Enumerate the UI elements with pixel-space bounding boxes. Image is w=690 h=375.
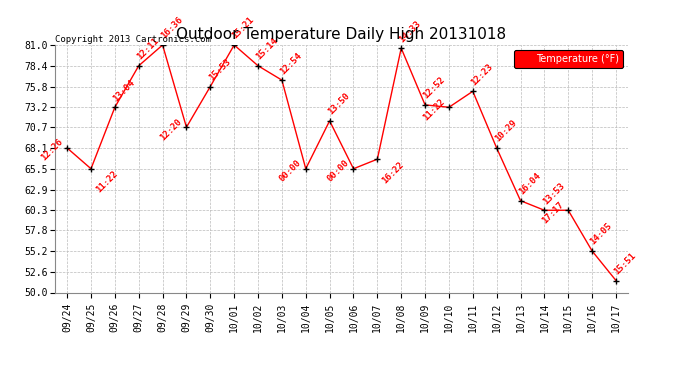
Text: 12:54: 12:54 bbox=[278, 51, 304, 76]
Text: 00:00: 00:00 bbox=[326, 158, 351, 184]
Text: 13:50: 13:50 bbox=[326, 92, 351, 117]
Text: 11:22: 11:22 bbox=[94, 169, 119, 195]
Legend: Temperature (°F): Temperature (°F) bbox=[514, 50, 623, 68]
Text: 00:00: 00:00 bbox=[277, 158, 303, 184]
Text: 11:22: 11:22 bbox=[421, 97, 446, 122]
Text: 13:04: 13:04 bbox=[111, 78, 137, 103]
Text: 12:23: 12:23 bbox=[469, 62, 495, 87]
Text: 14:33: 14:33 bbox=[397, 19, 423, 44]
Text: Copyright 2013 Cartronics.com: Copyright 2013 Cartronics.com bbox=[55, 35, 211, 44]
Text: 12:20: 12:20 bbox=[158, 117, 184, 142]
Text: 17:17: 17:17 bbox=[540, 200, 566, 225]
Text: 16:36: 16:36 bbox=[159, 15, 184, 41]
Text: 15:53: 15:53 bbox=[207, 57, 232, 82]
Title: Outdoor Temperature Daily High 20131018: Outdoor Temperature Daily High 20131018 bbox=[177, 27, 506, 42]
Text: 12:26: 12:26 bbox=[39, 138, 64, 163]
Text: 10:29: 10:29 bbox=[493, 118, 518, 144]
Text: 15:21: 15:21 bbox=[230, 15, 256, 41]
Text: 16:22: 16:22 bbox=[380, 160, 406, 185]
Text: 12:11: 12:11 bbox=[135, 36, 161, 62]
Text: 13:53: 13:53 bbox=[541, 181, 566, 206]
Text: 16:04: 16:04 bbox=[517, 171, 542, 196]
Text: 14:05: 14:05 bbox=[589, 222, 614, 247]
Text: 15:14: 15:14 bbox=[255, 36, 280, 62]
Text: 15:51: 15:51 bbox=[613, 251, 638, 276]
Text: 12:52: 12:52 bbox=[422, 75, 447, 101]
